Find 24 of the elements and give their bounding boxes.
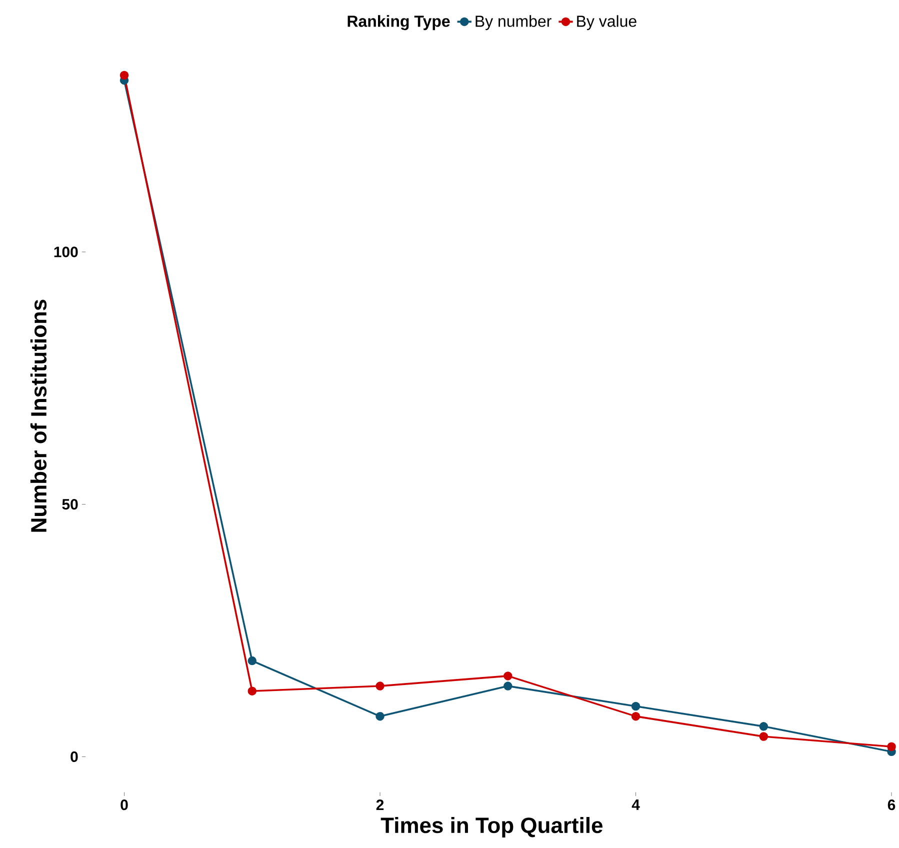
point (504, 682, 512, 690)
point (631, 702, 640, 711)
y-tick-label: 100 (54, 246, 78, 258)
point (759, 732, 768, 741)
point (376, 682, 384, 690)
x-tick-label: 2 (376, 800, 384, 810)
point (376, 712, 384, 721)
x-tick-label: 6 (888, 800, 896, 810)
point (504, 672, 512, 680)
legend-title: Ranking Type (348, 15, 450, 30)
point (887, 742, 896, 751)
point (759, 722, 768, 731)
x-tick-label: 4 (632, 800, 640, 810)
point (120, 70, 129, 80)
point (631, 712, 640, 721)
x-tick-label: 0 (120, 800, 128, 810)
x-axis-title: Times in Top Quartile (380, 817, 602, 838)
legend-label: By number (476, 15, 552, 30)
y-axis-title: Number of Institutions (30, 300, 47, 532)
point (248, 686, 257, 696)
legend-label: By value (577, 15, 636, 30)
y-tick-label: 0 (70, 751, 78, 762)
point (248, 656, 257, 666)
y-tick-label: 50 (62, 499, 78, 510)
